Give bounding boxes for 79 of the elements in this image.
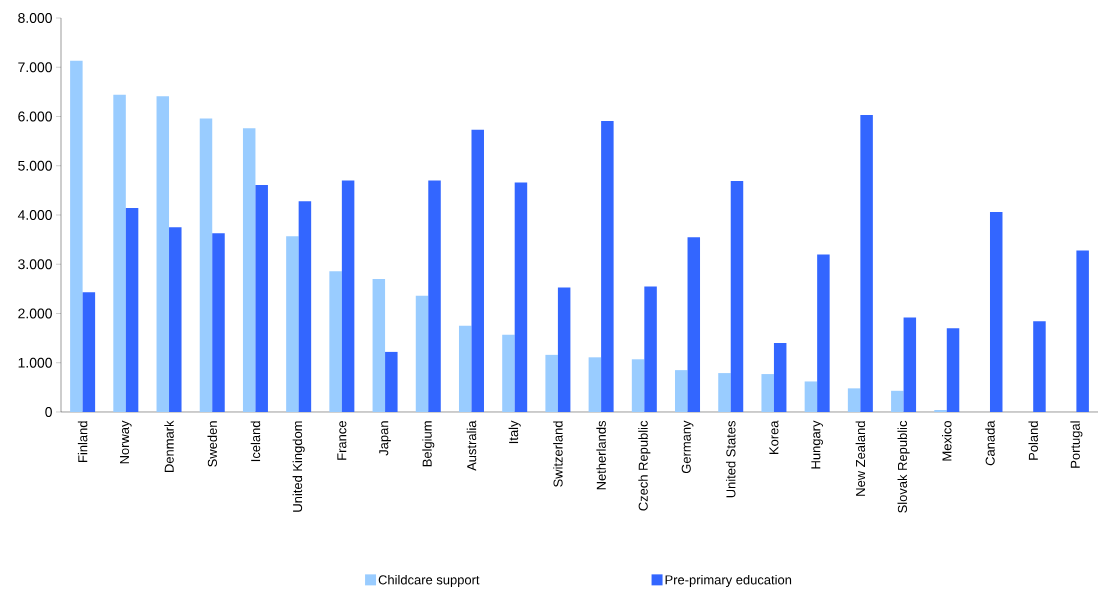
legend-label: Childcare support	[378, 574, 480, 587]
x-tick-label: Korea	[769, 420, 779, 454]
x-tick-label: Slovak Republic	[897, 420, 910, 513]
y-tick-label: 7.000	[18, 62, 52, 73]
bar	[458, 325, 472, 412]
x-tick-label: United States	[725, 420, 736, 498]
x-tick-label: Czech Republic	[638, 420, 651, 511]
bar	[471, 129, 484, 412]
bar	[631, 359, 645, 412]
bar	[1033, 321, 1046, 412]
x-tick-label: Belgium	[422, 421, 435, 467]
bar	[718, 373, 731, 412]
bar	[903, 317, 917, 412]
x-tick-label: Mexico	[942, 421, 952, 461]
bar	[989, 212, 1003, 412]
x-tick-label: Switzerland	[553, 421, 563, 487]
bar	[946, 328, 960, 412]
bar	[804, 381, 818, 412]
x-tick-label: New Zealand	[855, 421, 866, 496]
bar	[298, 201, 312, 412]
bar	[428, 180, 441, 412]
bar	[82, 292, 96, 412]
bar	[644, 286, 657, 412]
x-tick-label: United Kingdom	[292, 421, 305, 512]
bar	[891, 390, 904, 412]
bar	[255, 184, 268, 412]
x-tick-label: Denmark	[164, 420, 174, 472]
bar	[341, 180, 355, 412]
bar	[1076, 250, 1089, 412]
y-tick-label: 3.000	[18, 259, 52, 270]
bar	[169, 227, 182, 412]
bar	[212, 233, 225, 412]
bar	[761, 374, 774, 412]
y-tick-label: 4.000	[17, 210, 52, 220]
bar	[242, 128, 256, 412]
x-tick-label: Australia	[466, 420, 477, 471]
bar	[286, 236, 299, 412]
bar	[675, 370, 688, 412]
x-tick-label: Iceland	[250, 421, 261, 462]
legend-label: Pre-primary education	[665, 574, 792, 587]
y-tick-label: 1.000	[18, 357, 52, 368]
x-tick-label: Hungary	[811, 420, 823, 469]
bar	[557, 287, 571, 412]
y-tick-label: 8.000	[18, 13, 52, 23]
bar	[125, 208, 139, 412]
bar	[601, 120, 614, 412]
y-tick-label: 5.000	[18, 160, 52, 171]
x-tick-label: Finland	[77, 421, 88, 462]
bar	[730, 181, 744, 412]
x-tick-label: Italy	[508, 420, 521, 444]
y-tick-label: 6.000	[18, 111, 52, 122]
bar	[502, 334, 515, 412]
bar	[545, 354, 558, 412]
x-tick-label: France	[337, 421, 347, 460]
x-tick-label: Germany	[681, 420, 694, 474]
bar	[113, 94, 126, 412]
x-tick-label: Norway	[120, 420, 132, 464]
bar	[156, 96, 170, 412]
bar	[514, 182, 528, 412]
x-tick-label: Netherlands	[596, 420, 606, 490]
bar	[773, 343, 787, 412]
x-tick-label: Poland	[1028, 421, 1038, 460]
bar	[385, 351, 398, 412]
x-tick-label: Sweden	[207, 421, 217, 467]
bar	[817, 254, 830, 412]
bar	[687, 237, 701, 412]
bar	[847, 388, 861, 412]
y-tick-label: 2.000	[18, 308, 52, 319]
bar	[415, 295, 429, 412]
x-tick-label: Japan	[379, 421, 391, 456]
y-tick-label: 0	[45, 407, 52, 417]
bar	[70, 60, 83, 412]
bar	[372, 279, 386, 412]
bar	[588, 357, 602, 412]
bar	[329, 271, 342, 412]
x-tick-label: Canada	[985, 420, 995, 466]
bar	[199, 118, 213, 412]
bar	[860, 115, 873, 412]
x-tick-label: Portugal	[1070, 421, 1083, 468]
